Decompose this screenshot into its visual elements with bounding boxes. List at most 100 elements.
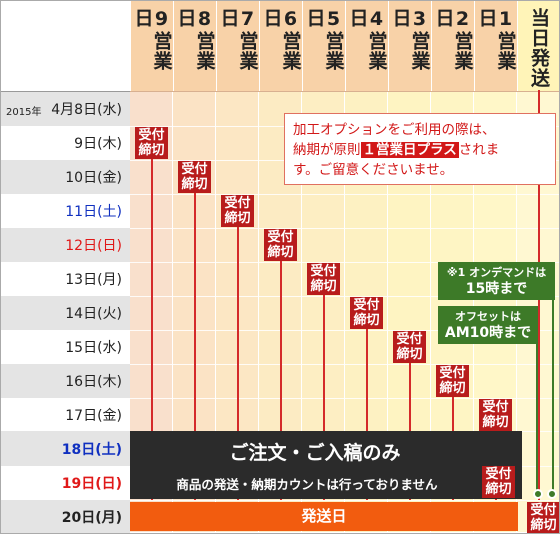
row-date: 18日(土)	[61, 441, 122, 458]
shipping-day-bar	[130, 502, 518, 531]
column-header-text: 7営業日	[217, 8, 259, 71]
column-header-3: 7営業日	[216, 8, 259, 88]
row-stripe	[0, 92, 130, 126]
column-divider	[430, 92, 431, 532]
row-label: 11日(土)	[0, 194, 130, 228]
ondemand-title: ※1 オンデマンドは	[446, 266, 547, 279]
column-header-8: 2営業日	[431, 8, 474, 88]
row-date: 20日(月)	[61, 510, 122, 526]
row-label: 14日(火)	[0, 296, 130, 330]
row-stripe	[0, 262, 130, 296]
deadline-arrow	[280, 242, 282, 500]
header-cell	[345, 0, 388, 92]
deadline-badge: 受付 締切	[393, 331, 426, 363]
deadline-badge: 受付 締切	[221, 195, 254, 227]
column-header-5: 5営業日	[302, 8, 345, 88]
deadline-arrow	[151, 140, 153, 500]
row-divider	[130, 398, 560, 399]
row-label: 10日(金)	[0, 160, 130, 194]
row-date: 12日(日)	[65, 238, 122, 254]
offset-deadline-box: オフセットは AM10時まで	[438, 306, 538, 344]
row-date: 14日(火)	[65, 306, 122, 322]
row-label: 12日(日)	[0, 228, 130, 262]
row-stripe	[0, 398, 130, 431]
column-header-text: 6営業日	[260, 8, 302, 71]
header-cell	[517, 0, 560, 92]
row-date: 16日(木)	[65, 374, 122, 390]
notice-line-2: 納期が原則 １営業日プラス されま	[293, 140, 547, 160]
column-header-6: 4営業日	[345, 8, 388, 88]
deadline-arrow	[366, 310, 368, 500]
row-stripe	[0, 431, 130, 466]
column-header-text: 1営業日	[475, 8, 517, 71]
row-label: 19日(日)	[0, 466, 130, 500]
row-stripe	[0, 126, 130, 160]
row-stripe	[0, 466, 130, 500]
header-cell	[302, 0, 345, 92]
row-stripe	[0, 194, 130, 228]
row-divider	[130, 500, 560, 501]
row-divider	[130, 364, 560, 365]
row-stripe	[0, 364, 130, 398]
row-date: 11日(土)	[65, 204, 122, 220]
header-cell	[216, 0, 259, 92]
header-cell	[259, 0, 302, 92]
offset-time: AM10時まで	[444, 325, 532, 341]
column-header-text: 4営業日	[346, 8, 388, 71]
green-arrow	[536, 328, 538, 492]
column-header-text: 2営業日	[432, 8, 474, 71]
header-cell	[431, 0, 474, 92]
deadline-badge: 受付 締切	[307, 263, 340, 295]
header-cell	[474, 0, 517, 92]
row-stripe	[0, 330, 130, 364]
row-label: 18日(土)	[0, 431, 130, 466]
row-date: 13日(月)	[65, 272, 122, 288]
column-header-7: 3営業日	[388, 8, 431, 88]
row-stripe	[0, 500, 130, 534]
row-label: 13日(月)	[0, 262, 130, 296]
row-divider	[130, 296, 560, 297]
row-stripe	[0, 296, 130, 330]
ondemand-deadline-box: ※1 オンデマンドは 15時まで	[438, 262, 555, 300]
row-date: 17日(金)	[65, 407, 122, 424]
deadline-badge: 受付 締切	[527, 502, 560, 534]
deadline-arrow	[194, 174, 196, 500]
notice-line-2-end: されま	[458, 142, 500, 158]
closed-subtitle: 商品の発送・納期カウントは行っておりません	[176, 477, 438, 492]
row-date: 15日(水)	[65, 340, 122, 356]
row-stripe	[0, 160, 130, 194]
row-divider	[130, 228, 560, 229]
deadline-arrow	[237, 208, 239, 500]
column-header-text: 3営業日	[389, 8, 431, 71]
header-bottom-line	[130, 91, 560, 92]
ondemand-time: 15時まで	[465, 281, 528, 297]
row-divider	[130, 194, 560, 195]
row-label: 2015年 4月8日(水)	[0, 92, 130, 126]
column-divider	[301, 92, 302, 532]
row-divider	[130, 330, 560, 331]
deadline-arrow	[409, 344, 411, 500]
row-date: 9日(木)	[74, 136, 122, 152]
notice-box: 加工オプションをご利用の際は、 納期が原則 １営業日プラス されま す。ご留意くださ…	[284, 113, 556, 185]
row-label: 20日(月)	[0, 500, 130, 534]
notice-highlight: １営業日プラス	[360, 142, 459, 158]
deadline-badge: 受付 締切	[436, 365, 469, 397]
row-date: 19日(日)	[61, 476, 122, 492]
deadline-badge: 受付 締切	[135, 127, 168, 159]
year-label: 2015年	[6, 107, 42, 118]
header-cell	[173, 0, 216, 92]
column-divider	[344, 92, 345, 532]
header-cell	[388, 0, 431, 92]
deadline-badge: 受付 締切	[350, 297, 383, 329]
column-header-1: 9営業日	[130, 8, 173, 88]
green-arrow	[552, 284, 554, 492]
column-header-text: 9営業日	[131, 8, 173, 71]
column-header-same-day: 当日発送	[517, 8, 560, 88]
column-header-text: 当日発送	[528, 8, 550, 88]
notice-line-3: す。ご留意くださいませ。	[293, 162, 454, 178]
column-header-2: 8営業日	[173, 8, 216, 88]
row-label: 9日(木)	[0, 126, 130, 160]
closed-days-band	[130, 431, 522, 499]
